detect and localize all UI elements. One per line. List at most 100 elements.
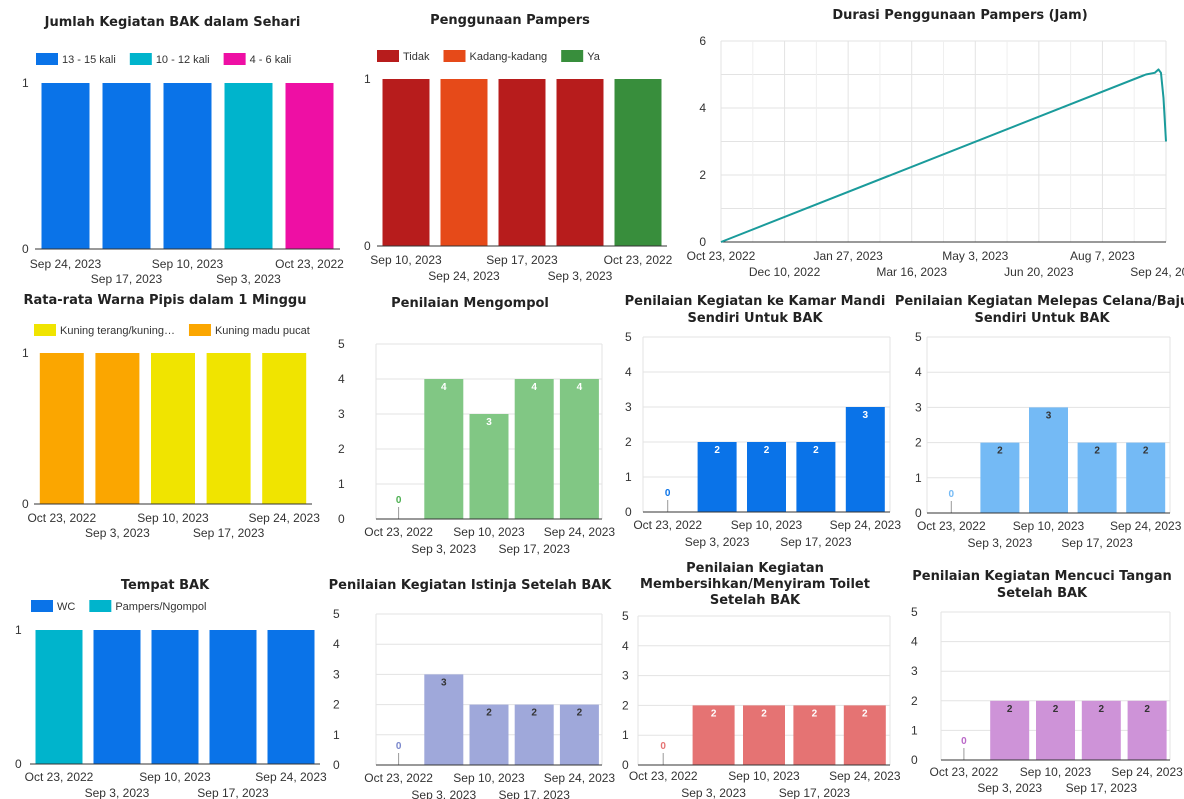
chart-bedwetting: Penilaian Mengompol 0 1 2 3 4 5 0 4 3 4 4 Oct 23, 20… bbox=[330, 290, 615, 560]
bar bbox=[614, 79, 662, 246]
chart-title: Penilaian Kegiatan Istinja Setelah BAK bbox=[329, 578, 613, 593]
y-tick-label: 0 bbox=[625, 505, 632, 519]
y-tick-label: 0 bbox=[333, 758, 340, 772]
x-tick-label: Sep 17, 2023 bbox=[193, 526, 265, 540]
x-tick-label: Oct 23, 2022 bbox=[687, 249, 756, 263]
legend-swatch bbox=[129, 53, 152, 65]
chart-toilet-place: Tempat BAK WC Pampers/Ngompol 0 1 Oct 23, 202… bbox=[0, 560, 330, 799]
x-tick-label: Sep 24, 2023 bbox=[428, 269, 500, 283]
data-label: 2 bbox=[486, 708, 492, 719]
chart-title: Penilaian Kegiatan bbox=[686, 561, 824, 576]
bar bbox=[980, 442, 1020, 513]
y-tick-label: 2 bbox=[911, 694, 918, 708]
data-label: 2 bbox=[761, 708, 767, 719]
bar bbox=[469, 414, 509, 519]
data-label: 2 bbox=[714, 445, 720, 456]
x-tick-label: Aug 7, 2023 bbox=[1070, 249, 1135, 263]
bar bbox=[845, 407, 885, 512]
y-tick-label: 4 bbox=[333, 637, 340, 651]
bar bbox=[382, 79, 430, 246]
data-label: 4 bbox=[441, 382, 447, 393]
bar bbox=[990, 700, 1030, 760]
bar bbox=[224, 83, 273, 249]
y-tick-label: 1 bbox=[622, 728, 629, 742]
y-tick-label: 5 bbox=[333, 607, 340, 621]
y-tick-label: 3 bbox=[911, 664, 918, 678]
data-label: 2 bbox=[1144, 704, 1150, 715]
data-label: 2 bbox=[1053, 704, 1059, 715]
legend-label: Kuning madu pucat bbox=[215, 325, 310, 337]
chart-handwash: Penilaian Kegiatan Mencuci Tangan Setelah… bbox=[900, 560, 1184, 799]
data-label: 0 bbox=[665, 488, 671, 499]
chart-title: Sendiri Untuk BAK bbox=[974, 311, 1110, 326]
x-tick-label: Sep 24, 2023 bbox=[30, 257, 102, 271]
legend-label: 13 - 15 kali bbox=[62, 54, 116, 66]
x-tick-label: Sep 17, 2023 bbox=[1066, 781, 1138, 795]
x-tick-label: Sep 24, 2023 bbox=[1110, 519, 1182, 533]
chart-flush-toilet: Penilaian Kegiatan Membersihkan/Menyiram … bbox=[610, 560, 901, 799]
x-tick-label: Sep 17, 2023 bbox=[91, 272, 163, 286]
x-tick-label: Sep 17, 2023 bbox=[779, 786, 851, 799]
x-tick-label: Sep 24, 2023 bbox=[1111, 765, 1183, 779]
data-label: 3 bbox=[486, 417, 492, 428]
x-tick-label: Sep 24, 2023 bbox=[248, 511, 320, 525]
y-tick-label: 2 bbox=[622, 698, 629, 712]
x-tick-label: May 3, 2023 bbox=[942, 249, 1008, 263]
data-label: 3 bbox=[441, 677, 447, 688]
x-tick-label: Mar 16, 2023 bbox=[876, 265, 947, 279]
y-tick-label: 1 bbox=[22, 76, 29, 90]
y-tick-label: 2 bbox=[699, 168, 706, 182]
y-tick-label: 0 bbox=[15, 757, 22, 771]
x-tick-label: Sep 10, 2023 bbox=[731, 518, 803, 532]
x-tick-label: Sep 3, 2023 bbox=[85, 526, 150, 540]
x-tick-label: Sep 10, 2023 bbox=[728, 769, 800, 783]
x-tick-label: Sep 17, 2023 bbox=[780, 535, 852, 549]
x-tick-label: Sep 10, 2023 bbox=[453, 771, 525, 785]
x-tick-label: Sep 10, 2023 bbox=[453, 525, 525, 539]
chart-urine-color: Rata-rata Warna Pipis dalam 1 Minggu Kuni… bbox=[0, 290, 330, 560]
x-tick-label: Sep 24, 2023 bbox=[544, 771, 616, 785]
data-label: 4 bbox=[531, 382, 537, 393]
y-tick-label: 5 bbox=[338, 337, 345, 351]
bar bbox=[93, 630, 141, 764]
chart-title: Sendiri Untuk BAK bbox=[687, 311, 823, 326]
bar bbox=[41, 83, 90, 249]
x-tick-label: Oct 23, 2022 bbox=[629, 769, 698, 783]
legend-label: WC bbox=[57, 601, 75, 613]
y-tick-label: 0 bbox=[915, 506, 922, 520]
bar bbox=[424, 674, 464, 765]
y-tick-label: 0 bbox=[338, 512, 345, 526]
y-tick-label: 0 bbox=[364, 239, 371, 253]
bar bbox=[1081, 700, 1121, 760]
y-tick-label: 4 bbox=[625, 365, 632, 379]
y-tick-label: 2 bbox=[338, 442, 345, 456]
bar bbox=[498, 79, 546, 246]
bar bbox=[151, 353, 195, 504]
chart-istinja: Penilaian Kegiatan Istinja Setelah BAK 0 1… bbox=[329, 560, 616, 799]
bar bbox=[262, 353, 307, 504]
bar bbox=[1127, 700, 1167, 760]
x-tick-label: Sep 3, 2023 bbox=[411, 788, 476, 799]
x-tick-label: Sep 17, 2023 bbox=[498, 788, 570, 799]
x-tick-label: Oct 23, 2022 bbox=[917, 519, 986, 533]
bar bbox=[1077, 442, 1117, 513]
bar bbox=[206, 353, 251, 504]
x-tick-label: Sep 10, 2023 bbox=[1013, 519, 1085, 533]
y-tick-label: 4 bbox=[915, 365, 922, 379]
data-label: 2 bbox=[577, 708, 583, 719]
x-tick-label: Sep 3, 2023 bbox=[968, 536, 1033, 550]
y-tick-label: 4 bbox=[911, 635, 918, 649]
chart-title: Penilaian Kegiatan ke Kamar Mandi bbox=[625, 294, 886, 309]
x-tick-label: Sep 10, 2023 bbox=[152, 257, 224, 271]
data-label: 3 bbox=[863, 410, 869, 421]
x-tick-label: Sep 3, 2023 bbox=[411, 542, 476, 556]
chart-title: Setelah BAK bbox=[997, 586, 1088, 601]
y-tick-label: 1 bbox=[625, 470, 632, 484]
bar bbox=[285, 83, 334, 249]
chart-title: Tempat BAK bbox=[121, 578, 210, 593]
legend-label: Kuning terang/kuning… bbox=[60, 325, 175, 337]
x-tick-label: Sep 17, 2023 bbox=[486, 253, 558, 267]
bar bbox=[440, 79, 488, 246]
y-tick-label: 4 bbox=[622, 639, 629, 653]
y-tick-label: 1 bbox=[364, 72, 371, 86]
